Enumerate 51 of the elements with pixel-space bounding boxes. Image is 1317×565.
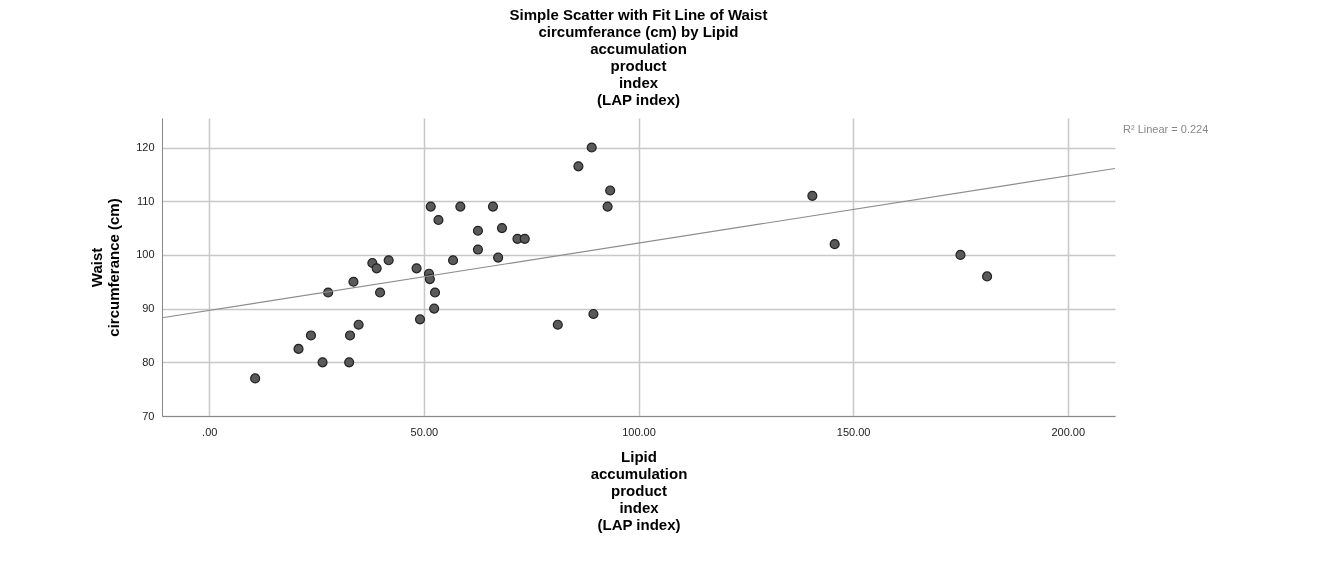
point [317,357,328,368]
point [982,271,993,282]
point [305,330,317,341]
point [519,233,530,244]
point [425,201,436,212]
x-tick-label: 100.00 [622,425,656,438]
y-tick-label: 100 [136,248,155,261]
point [472,244,484,255]
point [344,357,355,368]
x-tick-label: .00 [202,425,218,438]
y-tick-label: 80 [142,355,155,368]
chart-title: Simple Scatter with Fit Line of Waist circumferance (cm) by Lipid accumulation product index (LAP index) [509,6,768,108]
x-axis-title: Lipid accumulation product index (LAP index) [590,447,688,533]
x-tick-label: 50.00 [410,425,439,438]
point [552,319,563,330]
point [433,214,444,226]
y-tick-label: 110 [136,194,155,207]
x-tick-label: 150.00 [836,425,871,438]
y-tick-label: 90 [142,302,155,315]
point [602,201,613,212]
point [829,239,840,250]
point [371,263,382,274]
point [348,276,359,287]
point [344,330,356,341]
point [429,303,440,314]
point [429,287,441,298]
point [414,314,426,325]
point [605,185,616,196]
point [250,373,261,384]
point [455,201,466,212]
point [411,263,422,274]
y-tick-label: 120 [136,141,155,154]
point [293,343,304,354]
point [807,190,818,201]
text: R² Linear = 0.224 [1123,123,1209,135]
point [447,255,459,266]
point [353,319,364,330]
x-tick-label: 200.00 [1051,425,1086,438]
y-axis-title: Waist circumferance (cm) [88,198,123,337]
point [375,287,386,298]
point [493,252,504,263]
point [472,225,484,236]
y-tick-label: 70 [142,409,155,422]
point [586,142,597,153]
point [383,255,394,266]
point [496,223,508,234]
point [487,201,499,212]
point [588,308,599,320]
point [573,161,584,172]
point [955,249,966,260]
point [424,274,435,285]
